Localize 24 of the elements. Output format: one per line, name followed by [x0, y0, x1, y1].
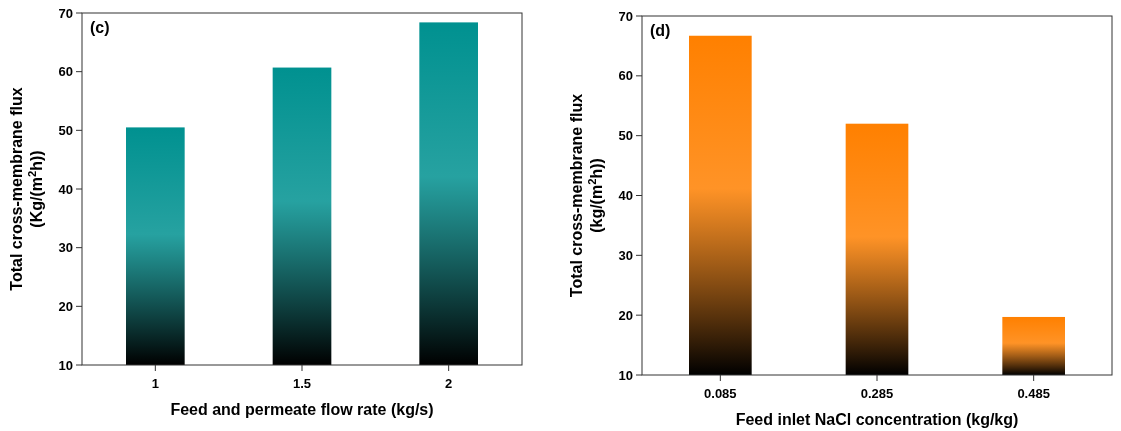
y-tick-label: 20	[58, 298, 73, 314]
y-tick-label: 30	[618, 247, 633, 263]
x-tick-label: 0.085	[704, 386, 737, 401]
annotation: (d)	[650, 22, 671, 39]
y-tick-label: 10	[58, 357, 73, 373]
x-tick-label: 1	[151, 376, 159, 391]
y-tick-label: 40	[58, 181, 73, 197]
y-tick-label: 50	[58, 122, 73, 138]
x-tick-label: 0.485	[1017, 386, 1050, 401]
y-tick-label: 20	[618, 307, 633, 323]
y-tick-label: 50	[618, 128, 633, 144]
y-tick-label: 60	[618, 68, 633, 84]
y-tick-label: 70	[58, 5, 73, 21]
y-tick-label: 40	[618, 188, 633, 204]
x-axis-title: Feed inlet NaCl concentration (kg/kg)	[735, 411, 1019, 428]
x-tick-label: 1.5	[292, 376, 312, 391]
y-tick-label: 30	[58, 240, 73, 256]
annotation: (c)	[90, 19, 110, 36]
y-tick-label: 60	[58, 64, 73, 80]
y-tick-label: 70	[618, 8, 633, 24]
x-tick-label: 2	[445, 376, 453, 391]
x-axis-title: Feed and permeate flow rate (kg/s)	[170, 401, 434, 418]
y-tick-label: 10	[618, 367, 633, 383]
x-tick-label: 0.285	[860, 386, 894, 401]
